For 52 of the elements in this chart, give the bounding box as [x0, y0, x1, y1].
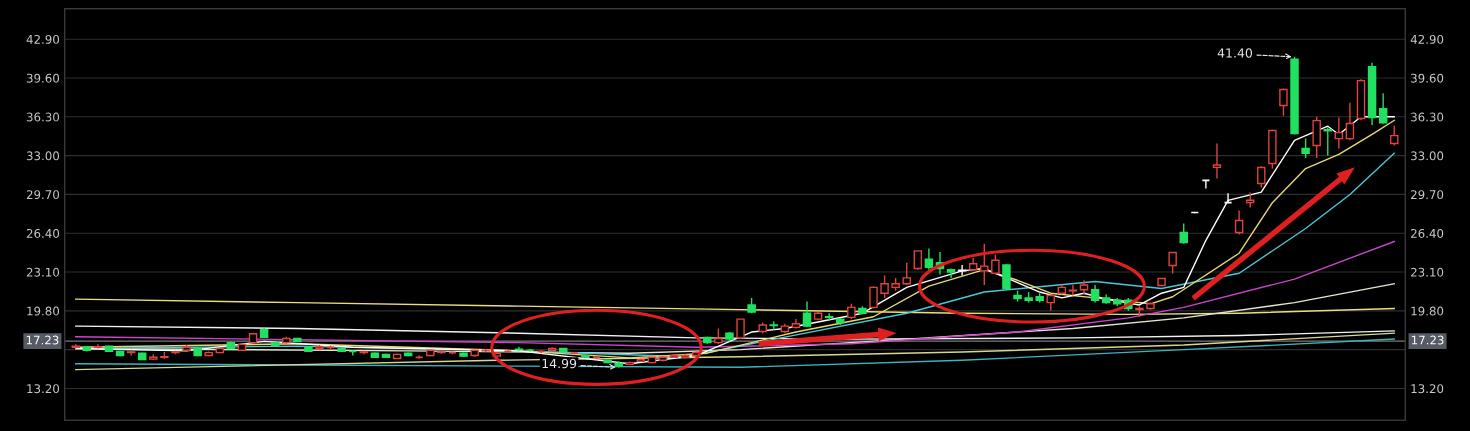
y-tick-label: 36.30	[26, 112, 60, 122]
candlestick	[1002, 263, 1011, 291]
candlestick	[1257, 165, 1266, 189]
line-series	[75, 332, 1395, 371]
candlestick	[1334, 116, 1344, 150]
y-tick-label: 42.90	[26, 34, 60, 44]
y2-tick-label: 36.30	[1411, 112, 1444, 122]
candlestick	[1378, 92, 1388, 125]
y-tick-label: 13.20	[27, 384, 60, 394]
annotation: 41.40	[1217, 48, 1253, 58]
line-series	[75, 325, 1395, 340]
line-series	[75, 298, 1395, 316]
candlestick	[913, 250, 923, 271]
candlestick	[1323, 126, 1333, 157]
y-tick-label: 39.60	[26, 73, 60, 83]
candlestick	[869, 285, 878, 310]
candlestick	[957, 264, 967, 277]
y-tick-label: 23.10	[26, 267, 60, 277]
candlestick	[824, 312, 834, 321]
candlestick	[1179, 222, 1188, 245]
candlestick	[1168, 251, 1177, 275]
y2-tick-label: 26.40	[1411, 228, 1444, 238]
y2-tick-label: 33.00	[1411, 151, 1444, 161]
candlestick	[924, 247, 934, 271]
candlestick	[802, 300, 812, 329]
y-tick-label: 19.80	[27, 306, 60, 316]
candlestick	[1345, 102, 1355, 142]
annotation: 14.99	[542, 358, 577, 369]
candlestick	[902, 261, 911, 286]
text: 17.23	[1411, 335, 1444, 345]
candlestick	[1279, 87, 1288, 117]
candlestick	[980, 243, 989, 286]
y2-tick-label: 29.70	[1411, 190, 1444, 200]
candlestick	[1389, 124, 1399, 147]
y-tick-label: 26.40	[26, 228, 60, 238]
candlestick	[1234, 209, 1244, 236]
candlestick	[1201, 179, 1211, 190]
y2-tick-label: 39.60	[1411, 73, 1444, 83]
candlestick	[1301, 137, 1310, 159]
y-tick-label: 33.00	[26, 151, 60, 161]
line-series	[75, 240, 1395, 349]
candlestick	[880, 274, 889, 299]
y2-tick-label: 23.10	[1411, 267, 1444, 277]
y2-tick-label: 42.90	[1410, 34, 1444, 44]
y-tick-label: 29.70	[26, 190, 60, 200]
candlestick	[1068, 284, 1078, 297]
candlestick	[1212, 142, 1222, 180]
y2-tick-label: 13.20	[1411, 384, 1444, 394]
candlestick	[126, 348, 136, 357]
y2-tick-label: 19.80	[1411, 306, 1444, 316]
line-series	[75, 338, 1395, 368]
ref-line-label: 17.23	[26, 335, 59, 345]
